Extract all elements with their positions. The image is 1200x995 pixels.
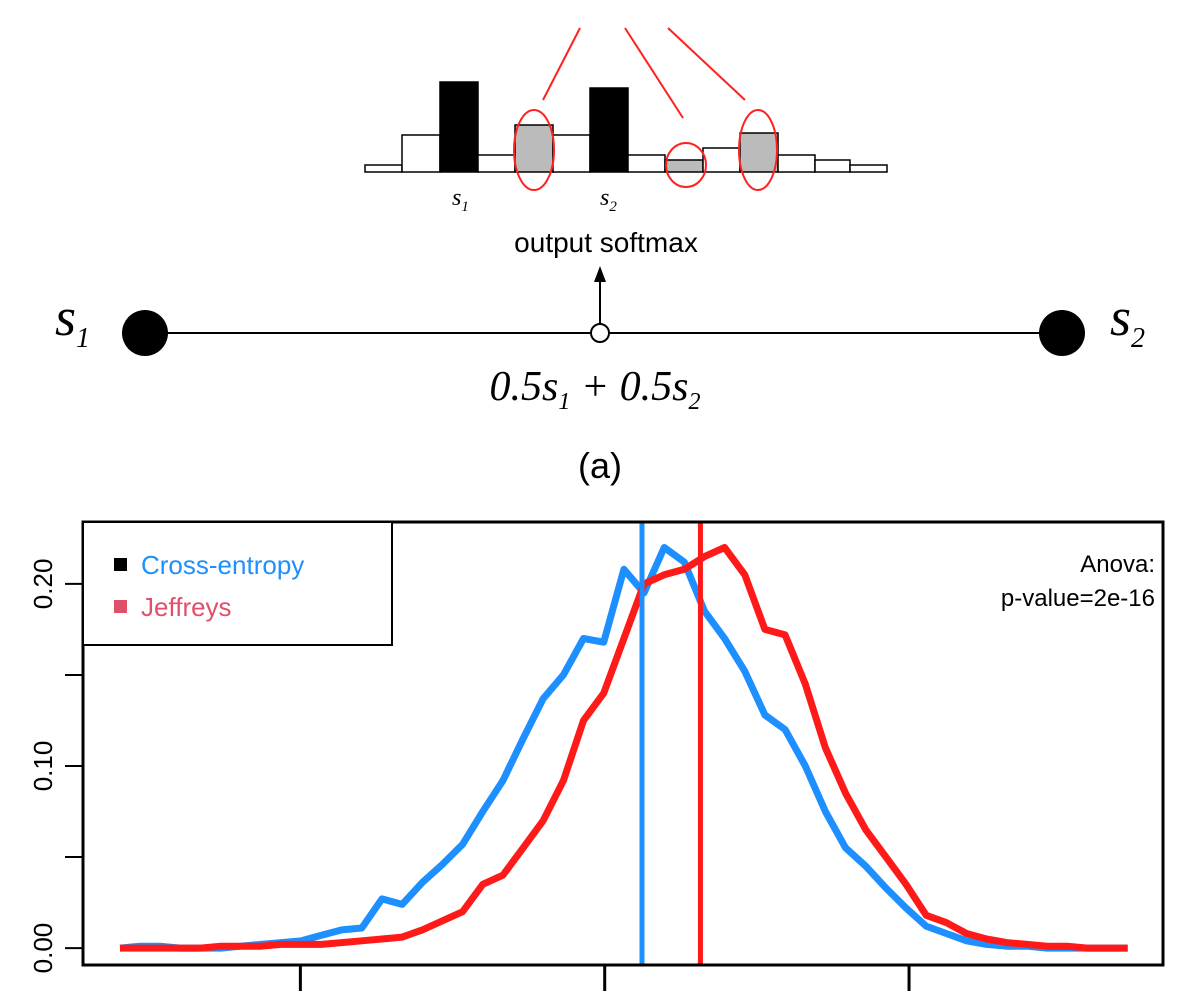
hist-bar [739, 132, 779, 173]
hist-bar [627, 154, 666, 173]
hist-bar [702, 147, 741, 173]
pointer-line [667, 27, 746, 101]
bar-label: s2 [600, 185, 617, 215]
series-line [120, 544, 1128, 952]
hist-bar [401, 134, 441, 173]
hist-bar [849, 164, 888, 173]
hist-bar [477, 154, 516, 173]
highlight-ellipses [513, 109, 778, 191]
legend-marker [114, 600, 127, 613]
hist-bar [777, 154, 816, 173]
hist-bar [439, 81, 479, 173]
ellipse [513, 109, 555, 191]
hist-bar [589, 87, 629, 173]
hist-bar [552, 134, 591, 173]
annotation: p-value=2e-16 [1001, 585, 1155, 612]
arrow-head [594, 266, 606, 282]
label-sub: 1 [558, 389, 570, 415]
y-tick-label: 0.10 [28, 741, 58, 792]
point-label: s2 [1110, 287, 1145, 354]
legend-marker [114, 558, 127, 571]
hist-bar [514, 124, 554, 173]
label-base: s [1110, 287, 1131, 347]
histogram [364, 81, 888, 173]
caption: (a) [578, 445, 622, 486]
midpoint-label: 0.5s1 + 0.5s2 [489, 364, 700, 415]
label-base: 0.5s [489, 364, 558, 410]
ellipse [738, 109, 778, 191]
hist-bar [364, 164, 403, 173]
hist-bar [814, 159, 851, 173]
label-base: s [600, 185, 609, 211]
pointer-line [624, 27, 684, 119]
arrow-label: output softmax [514, 227, 698, 258]
point-label: s1 [55, 287, 90, 354]
legend-label: Cross-entropy [141, 550, 304, 580]
hist-bar [664, 159, 704, 173]
ellipse [665, 142, 707, 188]
label-sub: 2 [1131, 323, 1145, 354]
label-sub: 1 [461, 199, 469, 215]
label-base: s [452, 185, 461, 211]
label-base: s [55, 287, 76, 347]
midpoint [590, 323, 610, 343]
plot: 0.00 0.10 0.20 Cross-entropy Jeffreys Anova: p… [28, 520, 1165, 991]
endpoint [122, 310, 168, 356]
legend-label: Jeffreys [141, 592, 232, 622]
pointer-lines [542, 27, 746, 119]
label-base: + 0.5s [570, 364, 688, 410]
legend-box [82, 521, 393, 646]
pointer-line [542, 27, 581, 101]
y-tick-label: 0.20 [28, 559, 58, 610]
label-sub: 1 [76, 323, 90, 354]
y-tick-label: 0.00 [28, 923, 58, 974]
annotation: Anova: [1080, 551, 1155, 578]
label-sub: 2 [609, 199, 617, 215]
bar-label: s1 [452, 185, 469, 215]
plot-frame [81, 520, 1165, 967]
label-sub: 2 [689, 389, 701, 415]
endpoint [1039, 310, 1085, 356]
softmax-diagram: s1 s2 output softmax s1 s2 0.5s1 + 0.5s2… [55, 27, 1145, 486]
